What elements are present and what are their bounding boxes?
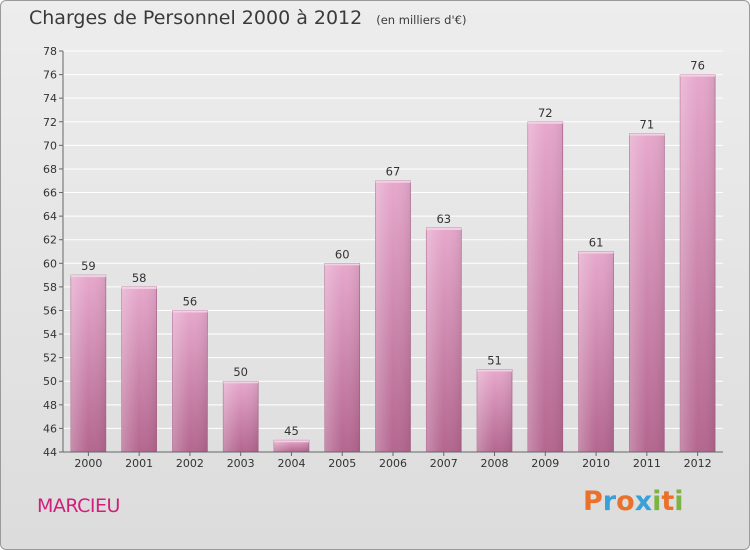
bar-highlight [70, 275, 106, 452]
bar-top-edge [680, 74, 716, 77]
axes: 44 46 48 50 52 54 56 58 60 62 64 66 68 70 72 74 76 78 2000… [43, 45, 723, 470]
bar-top-edge [629, 133, 665, 136]
town-name: MARCIEU [37, 495, 120, 517]
y-tick-label: 48 [43, 399, 57, 412]
y-tick-label: 68 [43, 163, 57, 176]
bar-highlight [629, 133, 665, 452]
y-tick-label: 58 [43, 281, 57, 294]
bar-highlight [121, 286, 157, 452]
bar-highlight [527, 121, 563, 452]
title-row: Charges de Personnel 2000 à 2012 (en mill… [29, 7, 466, 29]
bar-top-edge [426, 227, 462, 230]
y-tick-label: 64 [43, 210, 57, 223]
data-label: 63 [436, 212, 451, 226]
data-label: 56 [183, 294, 198, 308]
x-tick-label: 2012 [684, 457, 712, 470]
data-label: 50 [233, 365, 248, 379]
x-tick-label: 2007 [430, 457, 458, 470]
bar-top-edge [121, 286, 157, 289]
x-tick-label: 2008 [481, 457, 509, 470]
data-label: 61 [589, 236, 604, 250]
logo-letter: t [661, 486, 675, 517]
bar-top-edge [172, 310, 208, 313]
data-label: 72 [538, 106, 553, 120]
bar-highlight [172, 310, 208, 452]
data-label: 67 [386, 165, 401, 179]
logo-letter: r [602, 486, 617, 517]
bars: 59 58 56 50 45 60 67 63 51 72 61 71 76 [70, 59, 716, 453]
data-label: 60 [335, 247, 350, 261]
y-tick-label: 44 [43, 446, 57, 459]
y-tick-label: 76 [43, 69, 57, 82]
x-tick-label: 2000 [74, 457, 102, 470]
bar-top-edge [527, 121, 563, 124]
y-tick-label: 56 [43, 304, 57, 317]
logo-letter: i [674, 486, 684, 517]
logo-letter: i [652, 486, 662, 517]
bar-top-edge [578, 251, 614, 254]
y-tick-label: 50 [43, 375, 57, 388]
data-label: 45 [284, 424, 299, 438]
y-tick-label: 52 [43, 352, 57, 365]
x-tick-label: 2011 [633, 457, 661, 470]
bar-highlight [324, 263, 360, 452]
data-label: 59 [81, 259, 96, 273]
y-tick-label: 54 [43, 328, 57, 341]
x-tick-label: 2001 [125, 457, 153, 470]
bar-highlight [426, 227, 462, 452]
x-tick-label: 2006 [379, 457, 407, 470]
bar-top-edge [223, 381, 259, 384]
bar-highlight [578, 251, 614, 452]
x-tick-label: 2010 [582, 457, 610, 470]
y-tick-label: 74 [43, 92, 57, 105]
data-label: 51 [487, 353, 502, 367]
y-tick-label: 70 [43, 139, 57, 152]
y-tick-label: 78 [43, 45, 57, 58]
x-tick-label: 2005 [328, 457, 356, 470]
bar-highlight [680, 74, 716, 453]
bar-top-edge [273, 440, 309, 443]
chart-title: Charges de Personnel 2000 à 2012 [29, 7, 363, 29]
y-tick-label: 66 [43, 187, 57, 200]
logo-letter: P [583, 486, 603, 517]
bar-top-edge [324, 263, 360, 266]
bar-highlight [223, 381, 259, 452]
proxiti-logo[interactable]: Proxiti [583, 486, 684, 517]
bar-highlight [477, 369, 513, 452]
logo-letter: o [616, 486, 635, 517]
y-tick-label: 46 [43, 422, 57, 435]
x-tick-label: 2003 [227, 457, 255, 470]
data-label: 71 [640, 118, 655, 132]
bar-highlight [273, 440, 309, 452]
data-label: 58 [132, 271, 147, 285]
bar-top-edge [477, 369, 513, 372]
x-tick-label: 2002 [176, 457, 204, 470]
y-tick-label: 72 [43, 116, 57, 129]
bar-top-edge [70, 275, 106, 278]
bar-highlight [375, 180, 411, 452]
y-tick-label: 62 [43, 234, 57, 247]
data-label: 76 [690, 59, 705, 73]
chart-subtitle: (en milliers d'€) [376, 13, 467, 27]
x-tick-label: 2009 [531, 457, 559, 470]
x-tick-label: 2004 [277, 457, 305, 470]
y-tick-label: 60 [43, 257, 57, 270]
bar-top-edge [375, 180, 411, 183]
logo-letter: x [634, 486, 653, 517]
